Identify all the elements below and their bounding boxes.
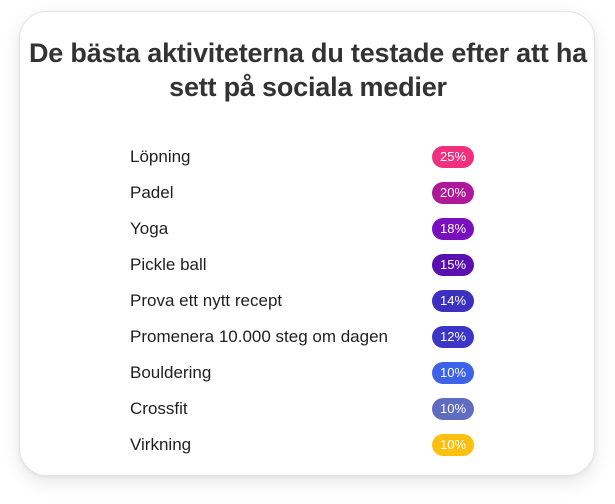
activity-label: Virkning	[130, 435, 192, 454]
activity-label: Promenera 10.000 steg om dagen	[130, 327, 389, 346]
activity-row: Bouldering 10%	[130, 355, 490, 391]
chart-card: De bästa aktiviteterna du testade efter …	[19, 11, 595, 476]
activity-label: Prova ett nytt recept	[130, 291, 283, 310]
activity-row: Pickle ball 15%	[130, 247, 490, 283]
percent-badge: 18%	[432, 218, 475, 240]
percent-badge: 14%	[432, 290, 475, 312]
activity-label: Padel	[130, 183, 174, 202]
activity-row: Virkning 10%	[130, 427, 490, 463]
activity-row: Crossfit 10%	[130, 391, 490, 427]
percent-badge: 10%	[432, 434, 475, 456]
activity-label: Pickle ball	[130, 255, 207, 274]
activity-label: Yoga	[130, 219, 169, 238]
activity-row: Promenera 10.000 steg om dagen 12%	[130, 319, 490, 355]
activity-label: Bouldering	[130, 363, 212, 382]
activity-row: Padel 20%	[130, 175, 490, 211]
percent-badge: 12%	[432, 326, 475, 348]
activity-row: Prova ett nytt recept 14%	[130, 283, 490, 319]
activity-list: Löpning 25% Padel 20% Yoga 18% Pickle ball 15% P…	[20, 12, 596, 477]
percent-badge: 10%	[432, 362, 475, 384]
percent-badge: 15%	[432, 254, 475, 276]
chart-title: De bästa aktiviteterna du testade efter …	[29, 38, 587, 102]
percent-badge: 10%	[432, 398, 475, 420]
activity-row: Löpning 25%	[130, 139, 490, 175]
percent-badge: 25%	[432, 146, 475, 168]
activity-row: Yoga 18%	[130, 211, 490, 247]
activity-label: Crossfit	[130, 399, 188, 418]
percent-badge: 20%	[432, 182, 475, 204]
activity-label: Löpning	[130, 147, 191, 166]
